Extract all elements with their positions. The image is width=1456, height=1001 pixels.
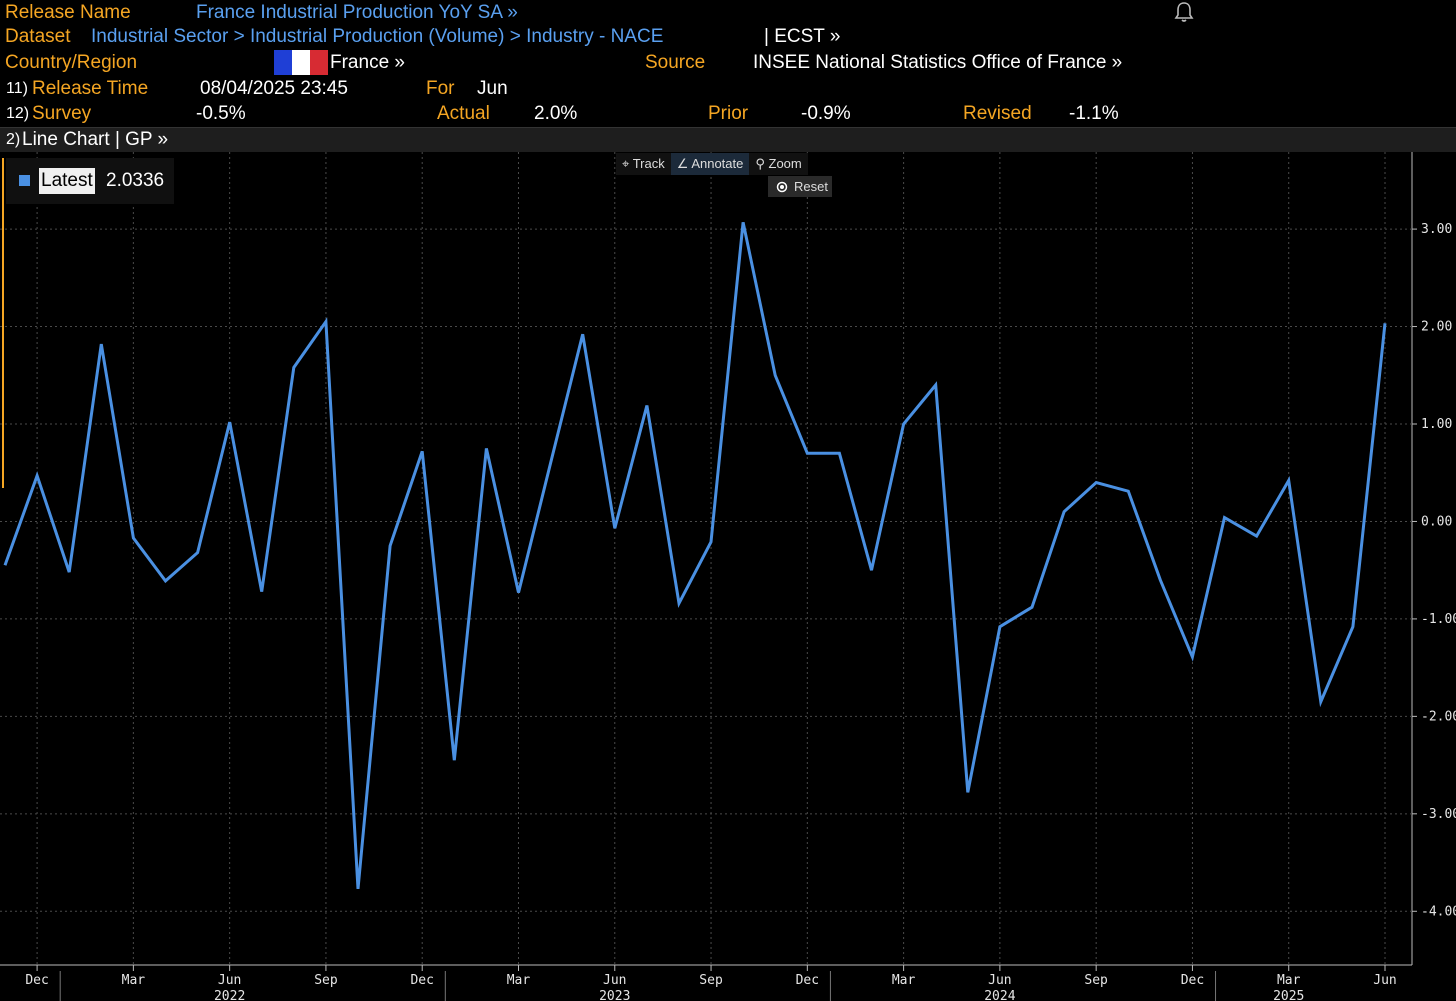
x-tick-label: Dec [410,973,433,988]
chart-type-number: 2) [6,131,21,148]
x-tick-label: Dec [1181,973,1204,988]
x-tick-label: Sep [314,973,338,988]
for-value: Jun [477,78,508,99]
year-label: 2024 [984,989,1015,1001]
chart-type-label[interactable]: Line Chart | GP » [22,129,169,150]
actual-label: Actual [437,103,490,124]
line-chart[interactable]: 3.00 2.00 1.00 0.00 -1.00 -2.00 -3.00 -4.00 Dec… [0,152,1456,1001]
release-time-row: 11) Release Time 08/04/2025 23:45 For Ju… [0,76,1456,102]
dataset-label: Dataset [5,26,71,47]
track-label: Track [632,156,665,171]
france-flag-icon [274,50,328,75]
y-tick-label: 3.00 [1421,222,1452,237]
y-tick-label: -4.00 [1421,904,1456,919]
survey-number: 12) [6,105,30,122]
legend-label: Latest [39,168,95,194]
y-tick-label: -1.00 [1421,612,1456,627]
x-tick-label: Mar [122,973,146,988]
series-layer [3,221,1387,890]
year-label: 2023 [599,989,630,1001]
year-label: 2025 [1273,989,1304,1001]
prior-value: -0.9% [801,103,851,124]
annotate-label: Annotate [691,156,744,171]
annotate-button[interactable]: ∠ Annotate [670,153,750,175]
legend-swatch [19,175,30,186]
release-name-label: Release Name [5,2,131,23]
source-link[interactable]: INSEE National Statistics Office of Fran… [753,52,1123,73]
reset-button[interactable]: Reset [768,176,832,197]
y-tick-label: 0.00 [1421,514,1452,529]
y-axis-ticks: 3.00 2.00 1.00 0.00 -1.00 -2.00 -3.00 -4.00 [1412,222,1456,919]
dataset-row: Dataset Industrial Sector > Industrial P… [0,24,1456,50]
crosshair-icon: ⌖ [622,156,630,171]
x-tick-label: Dec [796,973,819,988]
x-tick-label: Mar [507,973,531,988]
legend[interactable]: Latest 2.0336 [6,158,174,204]
track-button[interactable]: ⌖ Track [616,153,671,175]
flag-stripe-white [292,50,310,75]
release-time-number: 11) [6,80,28,97]
pencil-icon: ∠ [676,156,689,171]
legend-value: 2.0336 [106,170,165,191]
country-link[interactable]: France » [330,52,405,73]
x-tick-label: Dec [25,973,48,988]
x-tick-label: Mar [892,973,916,988]
y-tick-label: 1.00 [1421,417,1452,432]
country-row: Country/Region France » Source INSEE Nat… [0,50,1456,76]
year-label: 2022 [214,989,245,1001]
magnifier-icon: ⚲ [755,156,765,171]
x-tick-label: Sep [699,973,723,988]
revised-value: -1.1% [1069,103,1119,124]
release-header: Release Name France Industrial Productio… [0,0,1456,128]
bell-icon[interactable] [1174,1,1194,23]
series-line [3,221,1387,890]
chart-type-bar[interactable]: 2) Line Chart | GP » [0,128,1456,152]
zoom-button[interactable]: ⚲ Zoom [749,153,807,175]
reset-label: Reset [794,179,828,194]
revised-label: Revised [963,103,1032,124]
y-tick-label: 2.00 [1421,320,1452,335]
survey-label[interactable]: Survey [32,103,92,124]
grid-lines [0,152,1412,965]
zoom-label: Zoom [768,156,802,171]
y-tick-label: -3.00 [1421,807,1456,822]
x-tick-label: Jun [603,973,626,988]
x-axis-ticks: Dec Mar Jun Sep Dec Mar Jun Sep Dec Mar Jun Sep Dec M… [25,965,1397,1001]
dataset-path-link[interactable]: Industrial Sector > Industrial Productio… [91,26,664,47]
survey-value: -0.5% [196,103,246,124]
actual-value: 2.0% [534,103,578,124]
country-label: Country/Region [5,52,138,73]
dataset-suffix[interactable]: | ECST » [764,26,841,47]
flag-stripe-blue [274,50,292,75]
prior-label: Prior [708,103,749,124]
y-tick-label: -2.00 [1421,709,1456,724]
x-tick-label: Jun [218,973,241,988]
release-time-label[interactable]: Release Time [32,78,149,99]
header-divider [0,127,1456,128]
release-name-row: Release Name France Industrial Productio… [0,0,1456,26]
for-label: For [426,78,455,99]
x-tick-label: Sep [1084,973,1108,988]
x-tick-label: Jun [988,973,1011,988]
reset-icon [776,181,788,193]
chart-toolbar: ⌖ Track ∠ Annotate ⚲ Zoom [616,153,808,175]
x-tick-label: Mar [1277,973,1301,988]
release-time-value: 08/04/2025 23:45 [200,78,348,99]
flag-stripe-red [310,50,328,75]
x-tick-label: Jun [1373,973,1396,988]
release-name-link[interactable]: France Industrial Production YoY SA » [196,2,518,23]
survey-row: 12) Survey -0.5% Actual 2.0% Prior -0.9%… [0,101,1456,127]
selection-marker [2,158,4,488]
source-label: Source [645,52,706,73]
